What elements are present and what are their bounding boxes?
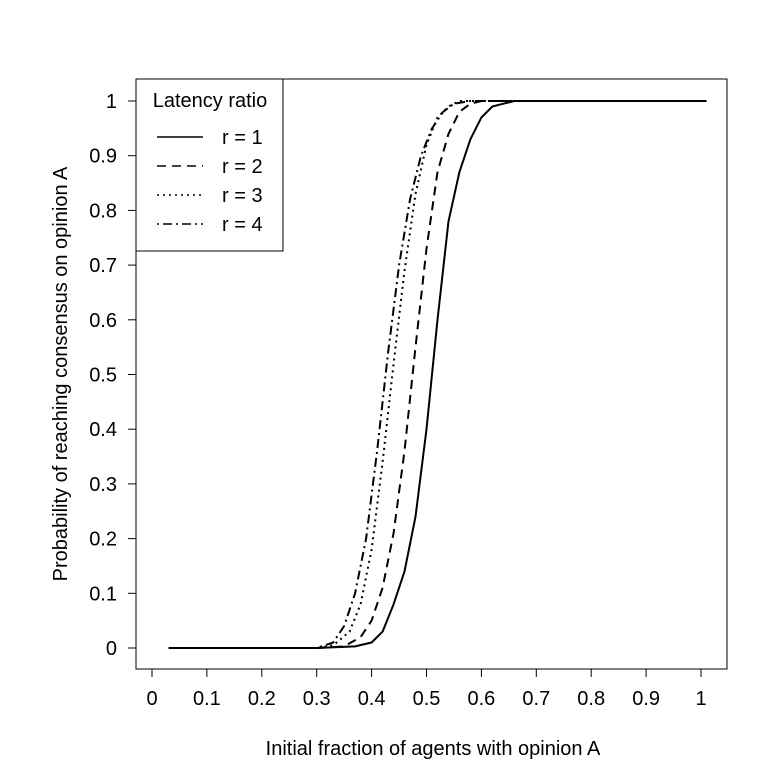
x-tick-label: 0 [146, 688, 157, 710]
y-tick-label: 0.7 [89, 255, 117, 277]
y-tick-label: 0 [106, 638, 117, 660]
legend-title: Latency ratio [153, 90, 268, 112]
y-tick-label: 1 [106, 91, 117, 113]
x-tick-label: 0.1 [193, 688, 221, 710]
series-line-r2 [168, 100, 707, 649]
x-axis-label: Initial fraction of agents with opinion … [266, 738, 601, 760]
legend: Latency ratio r = 1 r = 2 r = 3 r = 4 [135, 78, 284, 252]
x-tick-label: 0.3 [303, 688, 331, 710]
y-axis-label: Probability of reaching consensus on opi… [50, 166, 72, 581]
y-tick-label: 0.5 [89, 365, 117, 387]
legend-label-r4: r = 4 [222, 214, 263, 236]
x-tick-label: 0.8 [577, 688, 605, 710]
x-tick-label: 0.9 [632, 688, 660, 710]
y-axis: 0 0.1 0.2 0.3 0.4 0.5 0.6 0.7 0.8 0.9 1 [89, 91, 137, 660]
x-axis: 0 0.1 0.2 0.3 0.4 0.5 0.6 0.7 0.8 0.9 1 [146, 668, 707, 710]
y-tick-label: 0.8 [89, 200, 117, 222]
legend-box [135, 78, 284, 252]
y-tick-label: 0.3 [89, 474, 117, 496]
series-line-r4 [168, 100, 707, 649]
y-tick-label: 0.2 [89, 529, 117, 551]
series-line-r1 [168, 100, 707, 649]
series-layer [168, 100, 707, 649]
x-tick-label: 0.6 [467, 688, 495, 710]
y-tick-label: 0.1 [89, 583, 117, 605]
x-tick-label: 1 [695, 688, 706, 710]
legend-label-r3: r = 3 [222, 185, 263, 207]
legend-label-r1: r = 1 [222, 127, 263, 149]
y-tick-label: 0.9 [89, 146, 117, 168]
x-tick-label: 0.2 [248, 688, 276, 710]
x-tick-label: 0.4 [358, 688, 386, 710]
y-tick-label: 0.4 [89, 419, 117, 441]
x-tick-label: 0.5 [413, 688, 441, 710]
series-line-r3 [168, 100, 707, 649]
x-tick-label: 0.7 [522, 688, 550, 710]
y-tick-label: 0.6 [89, 310, 117, 332]
legend-label-r2: r = 2 [222, 156, 263, 178]
